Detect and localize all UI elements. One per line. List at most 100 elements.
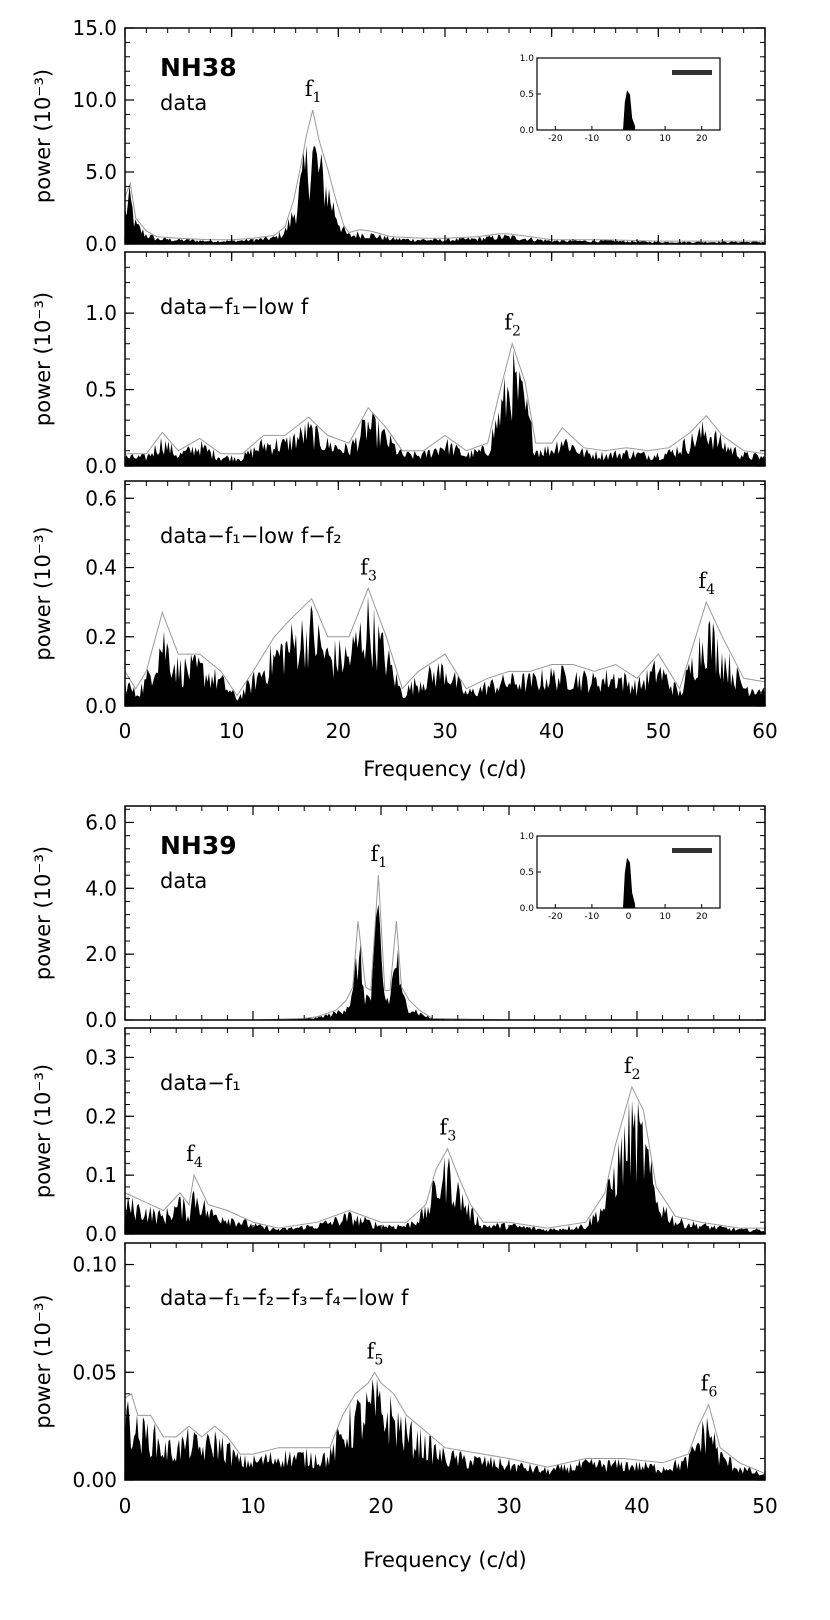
y-tick-label: 1.0 [85,301,117,325]
x-tick-label: 10 [219,719,244,743]
y-tick-label: 0.3 [85,1045,117,1069]
y-tick-label: 15.0 [72,16,117,40]
inset-x-tick-label: 10 [659,134,671,144]
y-tick-label: 0.1 [85,1163,117,1187]
y-axis-label: power (10⁻³) [31,846,55,980]
window-function-inset: -20 -10 0 10 20 0.0 0.5 1.0 [520,832,721,922]
y-tick-label: 0.10 [72,1253,117,1277]
x-tick-label: 40 [539,719,564,743]
spectrum-envelope [124,586,766,697]
y-tick-label: 0.0 [85,454,117,478]
y-tick-label: 10.0 [72,88,117,112]
spectrum-area [125,1100,765,1234]
panel-label: data−f₁−low f−f₂ [160,524,342,548]
inset-legend-mark [672,848,712,853]
inset-x-tick-label: 0 [626,134,632,144]
x-tick-label: 40 [624,1494,649,1518]
spectrum-area [125,145,765,244]
y-axis-label: power (10⁻³) [31,1064,55,1198]
inset-peak [623,90,636,130]
star-name: NH39 [160,831,237,860]
inset-x-tick-label: 20 [696,912,708,922]
x-tick-label: 30 [432,719,457,743]
inset-y-tick-label: 1.0 [520,54,535,64]
inset-x-tick-label: -20 [548,134,563,144]
spectrum-area [125,1378,765,1480]
window-function-inset: -20 -10 0 10 20 0.0 0.5 1.0 [520,54,721,144]
panel-2: 0.0 0.1 0.2 0.3 power (10⁻³) data−f₁ f4 f3 f2 [31,1027,766,1246]
x-tick-label: 20 [326,719,351,743]
y-tick-label: 0.0 [85,232,117,256]
inset-x-tick-label: -10 [585,134,600,144]
inset-y-tick-label: 0.5 [520,90,534,100]
x-tick-label: 20 [368,1494,393,1518]
panel-frame [124,1242,766,1481]
peak-label-f3: f3 [440,1116,457,1145]
inset-legend-mark [672,70,712,75]
peak-label-f2: f2 [624,1054,641,1083]
spectrum-envelope [125,341,766,455]
x-axis-label: Frequency (c/d) [363,757,527,781]
inset-x-tick-label: -20 [548,912,563,922]
panel-label: data−f₁−f₂−f₃−f₄−low f [160,1286,409,1310]
panel-3: 0.0 0.2 0.4 0.6 power (10⁻³) data−f₁−low f−f₂… [31,480,766,718]
x-axis-label: Frequency (c/d) [363,1548,527,1572]
y-axis-label: power (10⁻³) [31,69,55,203]
spectrum-area [125,349,765,466]
y-tick-label: 0.6 [85,486,117,510]
inset-x-tick-label: -10 [585,912,600,922]
y-tick-label: 5.0 [85,160,117,184]
spectrum-envelope [124,1371,766,1474]
peak-label-f3: f3 [360,555,377,584]
y-tick-label: 2.0 [85,942,117,966]
panel-label: data [160,91,207,115]
x-tick-label: 0 [119,1494,132,1518]
x-tick-label: 0 [119,719,132,743]
panel-frame [124,805,766,1021]
peak-label-f1: f1 [305,77,322,106]
y-axis-label: power (10⁻³) [31,292,55,426]
x-tick-label: 30 [496,1494,521,1518]
inset-x-tick-label: 0 [626,912,632,922]
y-tick-label: 0.5 [85,378,117,402]
y-tick-label: 0.0 [85,1222,117,1246]
inset-peak [623,857,636,908]
y-tick-label: 4.0 [85,876,117,900]
peak-label-f4: f4 [186,1142,203,1171]
y-axis-label: power (10⁻³) [31,526,55,660]
y-tick-label: 0.2 [85,1104,117,1128]
star-name: NH38 [160,53,237,82]
y-tick-label: 0.2 [85,625,117,649]
y-tick-label: 0.0 [85,1008,117,1032]
y-tick-label: 0.05 [72,1360,117,1384]
panel-2: 0.0 0.5 1.0 power (10⁻³) data−f₁−low f f2 [31,251,766,478]
spectrum-envelope [124,109,765,242]
panel-label: data−f₁ [160,1071,241,1095]
inset-y-tick-label: 0.5 [520,868,534,878]
panel-frame [124,251,766,467]
chart-nh39: 0.0 2.0 4.0 6.0 power (10⁻³) data NH39 f1 -20 -10… [31,805,778,1572]
inset-x-tick-label: 10 [659,912,671,922]
panel-1: 0.0 2.0 4.0 6.0 power (10⁻³) data NH39 f1 -20 -10… [31,805,766,1032]
inset-y-tick-label: 0.0 [520,126,535,136]
x-tick-label: 60 [752,719,777,743]
y-tick-label: 0.4 [85,556,117,580]
panel-label: data−f₁−low f [160,295,309,319]
x-tick-label: 10 [240,1494,265,1518]
peak-label-f6: f6 [701,1372,718,1401]
spectrum-envelope [124,1085,765,1229]
spectrum-envelope [125,875,765,1021]
x-tick-label: 50 [646,719,671,743]
y-tick-label: 0.00 [72,1468,117,1492]
panel-frame [124,1027,766,1235]
panel-3: 0.00 0.05 0.10 power (10⁻³) data−f₁−f₂−f₃−f₄… [31,1242,766,1492]
peak-label-f5: f5 [367,1339,384,1368]
y-axis-label: power (10⁻³) [31,1294,55,1428]
y-tick-label: 6.0 [85,810,117,834]
inset-y-tick-label: 1.0 [520,832,535,842]
x-tick-label: 50 [752,1494,777,1518]
panel-label: data [160,869,207,893]
inset-x-tick-label: 20 [696,134,708,144]
